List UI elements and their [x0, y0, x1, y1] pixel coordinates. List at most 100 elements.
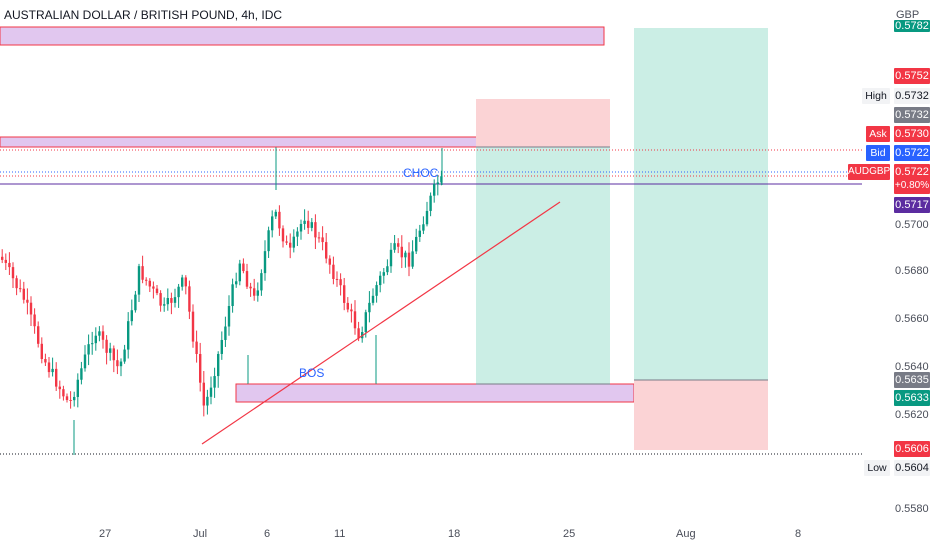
candle-body — [119, 361, 123, 367]
candle-body — [317, 237, 321, 239]
candle-body — [429, 195, 432, 211]
candle-body — [76, 379, 79, 397]
candle-body — [69, 399, 72, 401]
y-tick-label: 0.5660 — [895, 313, 929, 325]
candle-body — [8, 262, 11, 268]
candle-body — [285, 241, 288, 243]
trendline[interactable] — [201, 201, 561, 445]
candle-body — [393, 243, 396, 250]
low-badge: 0.5604 — [894, 460, 930, 476]
candle-body — [422, 224, 425, 231]
candle-body — [418, 230, 421, 237]
low-tag: Low — [864, 460, 890, 476]
candle-body — [163, 304, 166, 306]
candle-body — [130, 310, 133, 322]
candle-body — [29, 302, 33, 315]
x-tick-label: 18 — [448, 528, 461, 540]
candle-body — [382, 272, 385, 276]
short-stop-area[interactable] — [476, 99, 610, 147]
candle-body — [357, 328, 360, 339]
candle-body — [217, 353, 220, 377]
candle-body — [145, 279, 148, 281]
price-chart[interactable] — [0, 0, 862, 550]
candle-body — [91, 343, 94, 345]
candle-body — [101, 331, 105, 340]
candle-body — [303, 220, 306, 224]
candle-body — [346, 302, 349, 310]
price-axis[interactable]: GBP — [862, 0, 932, 550]
candle-body — [148, 280, 151, 287]
candle-body — [249, 286, 252, 289]
candle-body — [55, 368, 58, 387]
candle-body — [109, 348, 112, 353]
candle-body — [281, 228, 285, 242]
candle-body — [425, 210, 429, 225]
supply-zone-upper[interactable] — [0, 26, 605, 46]
symbol-tag: AUDGBP — [848, 164, 890, 180]
candle-body — [137, 266, 141, 295]
candle-body — [271, 216, 274, 231]
candle-body — [296, 231, 299, 237]
candle-body — [321, 237, 324, 243]
candle-body — [11, 267, 15, 279]
bos-label[interactable]: BOS — [299, 366, 325, 380]
candle-body — [188, 286, 191, 312]
candle-body — [202, 382, 205, 406]
candle-body — [123, 349, 126, 362]
candle-body — [166, 298, 169, 305]
candle-body — [112, 348, 115, 361]
candle-body — [343, 285, 346, 303]
candle-body — [155, 288, 159, 294]
candle-body — [22, 288, 25, 300]
candle-body — [206, 396, 209, 406]
candle-body — [73, 396, 76, 401]
candle-body — [339, 279, 342, 286]
last-price-value: 0.5722 — [895, 166, 929, 178]
level-badge-5606: 0.5606 — [894, 441, 930, 457]
demand-zone[interactable] — [235, 383, 635, 403]
candle-body — [253, 288, 256, 296]
y-tick-label: 0.5580 — [895, 503, 929, 515]
candle-body — [325, 242, 328, 259]
candle-body — [40, 343, 43, 359]
candle-body — [389, 249, 393, 267]
long-target-area[interactable] — [634, 28, 768, 380]
candle-body — [33, 314, 36, 327]
candle-body — [184, 277, 187, 287]
candle-body — [47, 362, 51, 373]
long-stop-area[interactable] — [634, 380, 768, 450]
x-tick-label: Jul — [193, 528, 208, 540]
x-tick-label: 27 — [99, 528, 112, 540]
choc-label[interactable]: CHOC — [403, 166, 439, 180]
candle-body — [220, 339, 223, 354]
candle-body — [37, 326, 40, 344]
chart-title: AUSTRALIAN DOLLAR / BRITISH POUND, 4h, I… — [4, 8, 283, 22]
candle-body — [415, 236, 418, 252]
candle-body — [177, 286, 180, 298]
candle-body — [379, 275, 382, 286]
level-badge-5633: 0.5633 — [894, 390, 930, 406]
candle-body — [1, 256, 4, 260]
candle-body — [159, 293, 162, 306]
candle-body — [105, 339, 108, 353]
candle-body — [433, 183, 436, 196]
candle-body — [263, 251, 267, 274]
candle-body — [364, 312, 367, 333]
candle-body — [400, 246, 403, 258]
candle-body — [94, 335, 97, 344]
y-tick-label: 0.5620 — [895, 409, 929, 421]
high-tag: High — [862, 88, 890, 104]
candle-body — [397, 243, 400, 247]
candle-body — [181, 277, 184, 287]
candle-body — [350, 309, 353, 312]
candle-body — [314, 222, 317, 238]
candle-body — [116, 360, 119, 367]
top-cut-badge: 0.5782 — [894, 20, 930, 32]
short-target-area[interactable] — [476, 147, 610, 384]
bid-tag: Bid — [866, 145, 890, 161]
candle-body — [15, 278, 18, 289]
candle-body — [436, 182, 439, 184]
candle-body — [299, 223, 303, 232]
candle-body — [98, 331, 101, 336]
